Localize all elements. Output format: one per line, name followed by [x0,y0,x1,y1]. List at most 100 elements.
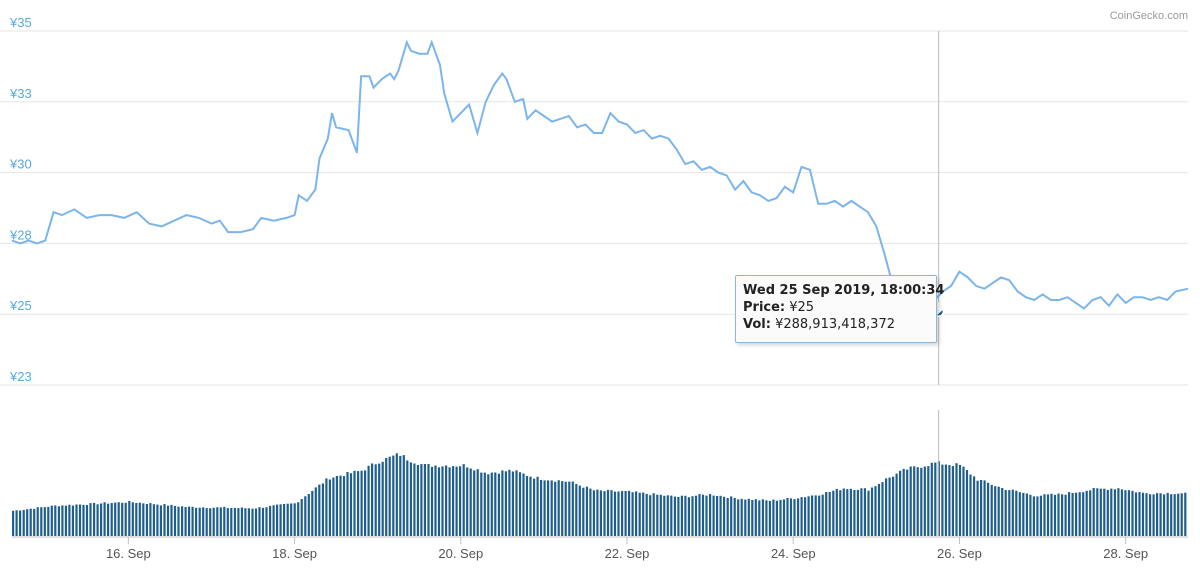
volume-bar [877,483,881,536]
volume-bar [906,469,909,536]
volume-bar [758,500,761,536]
x-tick-label: 18. Sep [272,546,317,561]
volume-bar [1106,489,1109,536]
volume-bar [96,504,99,536]
volume-bar [209,508,212,536]
volume-bar [237,508,240,536]
volume-bar [1131,490,1134,536]
volume-bar [782,499,786,536]
volume-bar [853,490,856,536]
volume-bar [709,494,712,536]
volume-bar [100,503,103,536]
volume-bar [962,466,965,536]
volume-bar [110,503,113,536]
volume-bar [156,504,159,536]
x-tick-label: 20. Sep [438,546,483,561]
volume-bar [371,463,374,536]
x-tick-label: 22. Sep [605,546,650,561]
volume-bar [290,503,293,536]
volume-bar [624,491,627,536]
volume-bar [744,499,747,536]
volume-bar [582,487,585,536]
volume-bar [166,505,170,536]
volume-bar [948,465,951,536]
y-tick-label: ¥30 [9,157,32,172]
volume-bar [202,507,205,536]
volume-bar [663,495,666,536]
volume-bar [490,472,493,536]
volume-bar [698,494,701,536]
volume-bar [68,504,71,536]
volume-bar [430,466,434,536]
volume-bar [1057,493,1060,536]
tooltip-price-value: ¥25 [789,300,815,315]
volume-bar [494,472,497,536]
volume-bar [293,503,296,536]
volume-bar [423,464,426,536]
volume-bar [441,466,444,536]
volume-bar [786,498,789,536]
volume-bar [730,496,733,536]
tooltip: Wed 25 Sep 2019, 18:00:34 Price: ¥25 Vol… [735,275,945,343]
volume-bar [61,505,64,536]
volume-bar [409,462,412,536]
volume-bar [1145,493,1148,536]
y-tick-label: ¥25 [9,298,32,313]
volume-bar [261,507,265,536]
volume-bar [307,494,310,536]
volume-bar [191,506,194,536]
volume-bar [976,480,979,536]
volume-bar [525,476,529,536]
volume-bar [205,508,208,536]
volume-bar [649,495,652,536]
volume-bar [585,486,588,536]
volume-bar [466,467,469,536]
volume-bar [1050,493,1053,536]
volume-bar [973,476,976,536]
volume-bar [554,481,557,536]
volume-bar [885,478,888,536]
volume-bar [1036,496,1039,536]
volume-bar [216,507,219,536]
volume-bar [385,458,388,536]
y-tick-label: ¥28 [9,227,32,242]
volume-bar [339,475,342,536]
volume-bar [381,461,384,536]
volume-bar [737,499,740,536]
volume-bar [297,502,300,536]
volume-bar [944,464,947,536]
volume-bar [163,504,166,536]
volume-bar [1184,492,1187,536]
volume-bar [342,476,346,536]
volume-bar [832,490,835,536]
volume-bar [818,495,821,536]
volume-bar [719,495,722,536]
price-y-axis: ¥35 ¥33 ¥30 ¥28 ¥25 ¥23 [9,15,32,384]
volume-bar [93,502,96,536]
volume-bar [638,492,641,536]
source-credit[interactable]: CoinGecko.com [1110,10,1188,22]
volume-bars [12,453,1187,536]
volume-bar [765,500,768,536]
volume-bar [606,489,610,536]
volume-bar [149,503,152,536]
tooltip-date: Wed 25 Sep 2019, 18:00:34 [743,283,945,298]
volume-bar [254,508,258,536]
volume-bar [226,508,229,536]
volume-bar [128,501,131,536]
volume-bar [114,502,117,536]
volume-bar [311,490,314,536]
volume-bar [768,500,771,536]
volume-bar [1075,492,1078,536]
volume-bar [723,496,726,536]
volume-bar [29,508,32,536]
volume-bar [181,506,184,536]
volume-bar [870,487,874,536]
volume-bar [740,498,743,536]
volume-bar [613,491,617,536]
volume-bar [635,491,638,536]
volume-bar [965,470,969,536]
volume-bar [846,489,849,536]
volume-bar [349,473,353,536]
